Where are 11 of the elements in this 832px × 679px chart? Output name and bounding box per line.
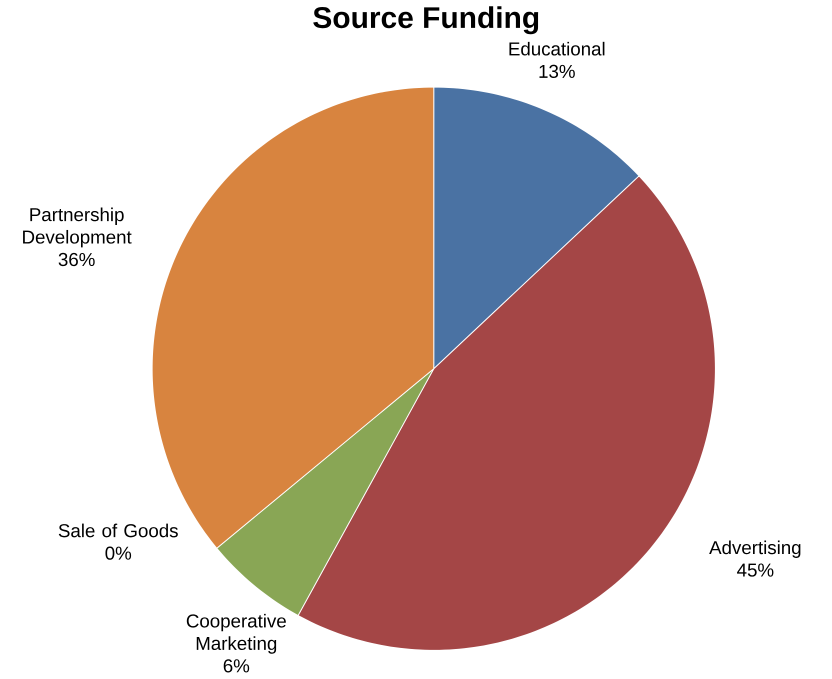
data-label: 6% <box>224 659 250 673</box>
category-label: Sale of Goods <box>58 524 178 538</box>
slice-label: Partnership Development <box>23 208 132 248</box>
slice-label: Advertising <box>709 540 800 558</box>
data-label: 36% <box>58 253 95 266</box>
slice-label: Educational <box>509 42 604 56</box>
chart-title: Source Funding <box>313 6 538 34</box>
data-label: 13% <box>540 64 575 78</box>
slice-label: Cooperative Marketing <box>186 614 286 654</box>
data-label: 45% <box>737 564 774 577</box>
text: 0% <box>105 546 132 560</box>
